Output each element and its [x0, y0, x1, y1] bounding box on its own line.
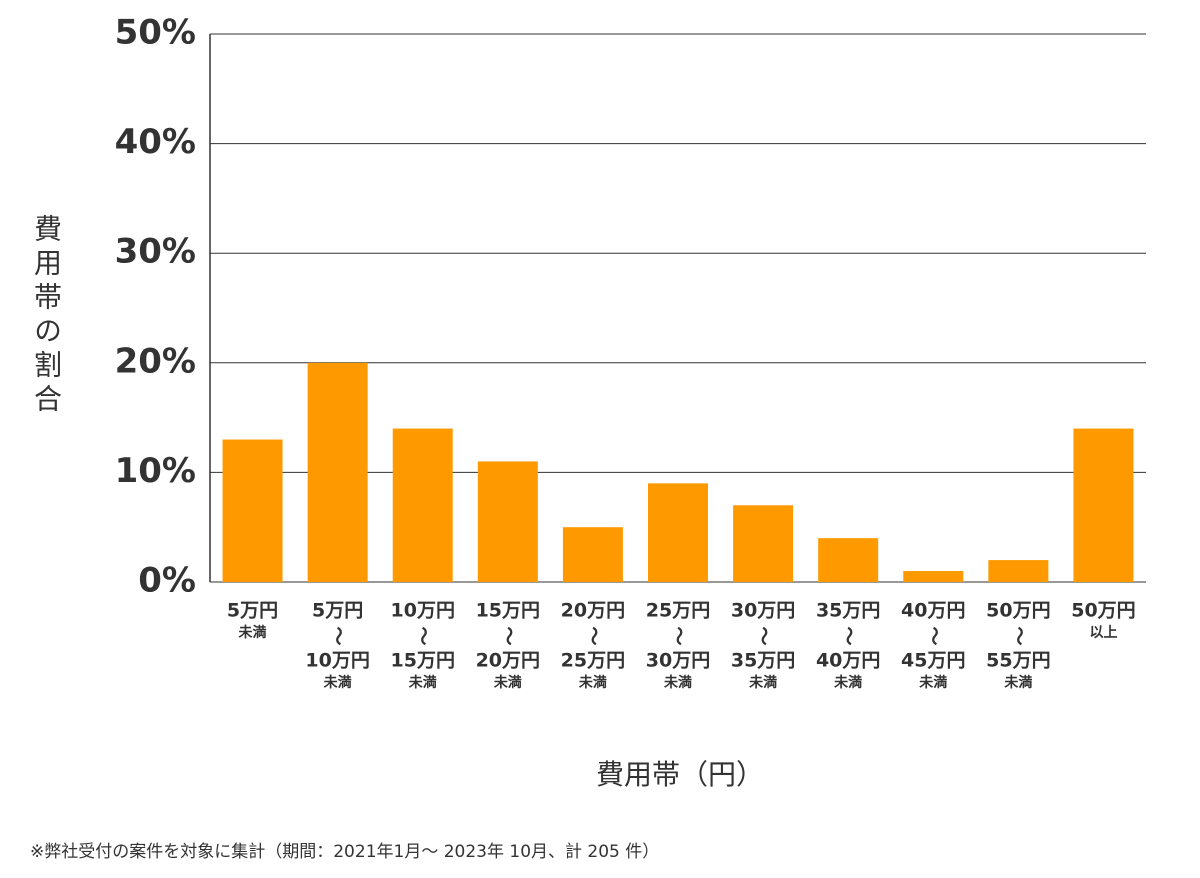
- bar: [988, 560, 1049, 582]
- x-tick-label: 〜: [327, 626, 349, 645]
- bar: [562, 527, 623, 582]
- y-tick-label: 40%: [115, 122, 196, 162]
- x-tick-label: 〜: [582, 626, 604, 645]
- x-tick-label: 〜: [923, 626, 945, 645]
- x-tick-label: 未満: [494, 674, 522, 691]
- x-tick-label: 10万円: [305, 650, 369, 672]
- x-tick-label: 45万円: [901, 650, 965, 672]
- x-tick-label: 40万円: [901, 600, 965, 622]
- x-tick-label: 15万円: [391, 650, 455, 672]
- x-tick-label: 20万円: [476, 650, 540, 672]
- x-tick-label: 5万円: [227, 600, 278, 622]
- x-tick-label: 未満: [239, 624, 267, 641]
- x-tick-label: 50万円: [986, 600, 1050, 622]
- x-tick-label: 25万円: [561, 650, 625, 672]
- y-tick-label: 10%: [115, 451, 196, 491]
- x-tick-label: 20万円: [561, 600, 625, 622]
- x-tick-label: 35万円: [731, 650, 795, 672]
- x-tick-label: 30万円: [646, 650, 710, 672]
- bar: [392, 428, 453, 582]
- x-tick-label: 未満: [324, 674, 352, 691]
- x-tick-label: 〜: [668, 626, 690, 645]
- y-tick-label: 50%: [115, 13, 196, 53]
- x-tick-label: 〜: [838, 626, 860, 645]
- bar: [903, 571, 964, 582]
- x-tick-label: 未満: [409, 674, 437, 691]
- x-tick-label: 〜: [412, 626, 434, 645]
- x-tick-label: 10万円: [391, 600, 455, 622]
- x-tick-label: 未満: [919, 674, 947, 691]
- x-tick-label: 40万円: [816, 650, 880, 672]
- x-tick-label: 以上: [1089, 625, 1117, 641]
- y-tick-label: 30%: [115, 232, 196, 272]
- x-tick-label: 〜: [753, 626, 775, 645]
- x-tick-label: 〜: [497, 626, 519, 645]
- x-tick-label: 5万円: [312, 600, 363, 622]
- x-tick-label: 55万円: [986, 650, 1050, 672]
- x-tick-label: 未満: [664, 674, 692, 691]
- x-tick-label: 未満: [749, 674, 777, 691]
- y-axis-label: 費用帯の割合: [30, 214, 63, 418]
- bar: [222, 439, 283, 582]
- x-tick-label: 未満: [1004, 674, 1032, 691]
- x-tick-label: 25万円: [646, 600, 710, 622]
- x-axis-label: 費用帯（円）: [596, 758, 764, 791]
- y-tick-label: 20%: [115, 341, 196, 381]
- bar: [1073, 428, 1134, 582]
- bar: [648, 483, 708, 582]
- x-tick-label: 未満: [579, 674, 607, 691]
- x-tick-label: 未満: [834, 674, 862, 691]
- x-tick-label: 15万円: [476, 600, 540, 622]
- x-tick-label: 〜: [1008, 626, 1030, 645]
- x-tick-label: 30万円: [731, 600, 795, 622]
- bar: [307, 362, 368, 582]
- y-tick-label: 0%: [138, 561, 196, 601]
- bar: [733, 505, 794, 582]
- x-tick-label: 50万円: [1071, 600, 1135, 622]
- bar: [477, 461, 538, 582]
- bar: [818, 538, 879, 582]
- footnote: ※弊社受付の案件を対象に集計（期間：2021年1月～ 2023年 10月、計 2…: [30, 842, 659, 862]
- x-tick-label: 35万円: [816, 600, 880, 622]
